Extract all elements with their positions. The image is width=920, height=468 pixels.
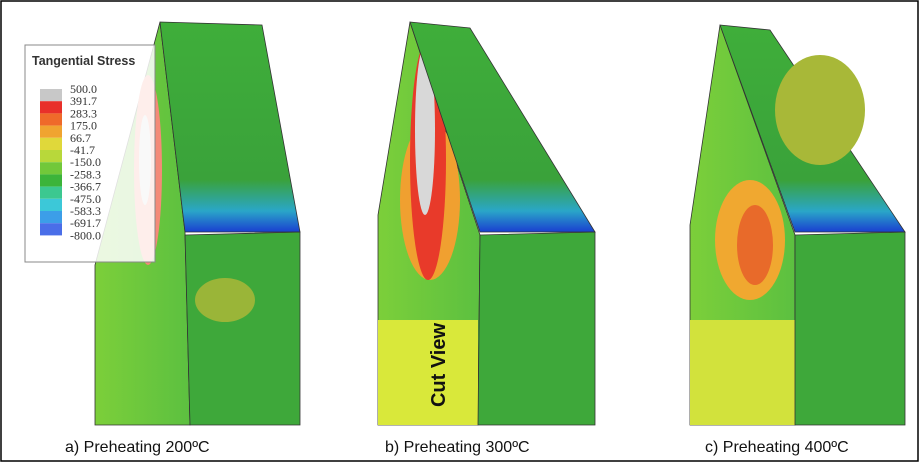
legend-level: 175.0 [70, 119, 97, 133]
legend-swatch [40, 150, 62, 163]
legend-level: -800.0 [70, 228, 101, 242]
caption: a) Preheating 200ºC [65, 439, 210, 456]
legend-level: 391.7 [70, 94, 97, 108]
legend-level: -475.0 [70, 192, 101, 206]
legend-swatch [40, 89, 62, 102]
legend-swatch [40, 113, 62, 126]
legend-level: -583.3 [70, 204, 101, 218]
legend-title: Tangential Stress [32, 54, 135, 68]
legend-swatch [40, 162, 62, 175]
model-b: Cut View [377, 21, 596, 426]
caption: c) Preheating 400ºC [705, 439, 849, 456]
legend-level: -366.7 [70, 180, 101, 194]
legend-swatch [40, 101, 62, 114]
legend-swatch [40, 125, 62, 138]
annotation: Cut View [428, 323, 450, 408]
legend-level: 66.7 [70, 131, 91, 145]
legend-swatch [40, 186, 62, 199]
legend-level: -150.0 [70, 155, 101, 169]
legend-level: -258.3 [70, 167, 101, 181]
legend-level: 500.0 [70, 82, 97, 96]
caption: b) Preheating 300ºC [385, 439, 530, 456]
legend-swatch [40, 211, 62, 224]
legend-swatch [40, 198, 62, 211]
legend-swatch [40, 223, 62, 236]
legend-level: -41.7 [70, 143, 95, 157]
legend-swatch [40, 137, 62, 150]
model-c [689, 24, 906, 426]
legend: Tangential Stress 500.0391.7283.3175.066… [24, 44, 156, 263]
legend-level: -691.7 [70, 216, 101, 230]
legend-level: 283.3 [70, 106, 97, 120]
legend-swatch [40, 174, 62, 187]
